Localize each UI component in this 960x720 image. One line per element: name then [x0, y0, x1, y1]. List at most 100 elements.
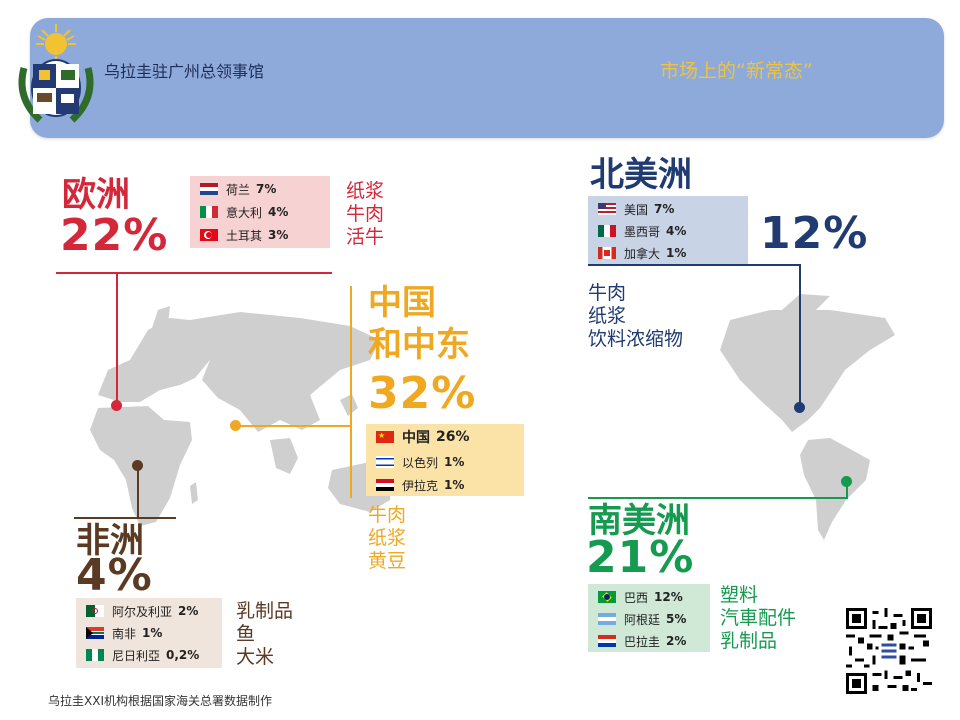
south-america-partners-box: 巴西 12% 阿根廷 5% 巴拉圭 2%	[588, 584, 710, 652]
iraq-flag-icon	[376, 479, 394, 491]
source-footnote: 乌拉圭XXI机构根据国家海关总署数据制作	[48, 694, 272, 708]
china-me-title-line2: 和中东	[368, 325, 470, 365]
europe-connector	[116, 272, 118, 404]
china-me-percentage: 32%	[368, 368, 477, 419]
partner-value: 3%	[268, 228, 289, 242]
partner-value: 7%	[256, 182, 277, 196]
partner-row: 土耳其 3%	[200, 224, 288, 246]
product-item: 纸浆	[368, 527, 407, 549]
north-america-products: 牛肉 纸浆 饮料浓缩物	[588, 282, 683, 351]
africa-connector	[137, 470, 139, 518]
south-africa-flag-icon	[86, 627, 104, 639]
partner-value: 4%	[268, 205, 289, 219]
europe-partners-box: 荷兰 7% 意大利 4% 土耳其 3%	[190, 176, 330, 248]
africa-dot	[132, 460, 143, 471]
partner-name: 以色列	[402, 455, 439, 470]
usa-flag-icon	[598, 203, 616, 215]
africa-partners-box: 阿尔及利亚 2% 南非 1% 尼日利亞 0,2%	[76, 598, 222, 668]
product-item: 鱼	[236, 623, 256, 645]
africa-percentage: 4%	[76, 550, 153, 601]
product-item: 纸浆	[346, 180, 385, 202]
brazil-flag-icon	[598, 591, 616, 603]
product-item: 乳制品	[236, 600, 294, 622]
partner-value: 1%	[666, 246, 687, 260]
partner-name: 墨西哥	[624, 224, 661, 239]
africa-products: 乳制品 鱼 大米	[236, 600, 293, 669]
canada-flag-icon	[598, 247, 616, 259]
israel-flag-icon	[376, 456, 394, 468]
paraguay-flag-icon	[598, 635, 616, 647]
north-america-percentage: 12%	[760, 208, 869, 259]
partner-value: 1%	[444, 455, 465, 469]
europe-dot	[111, 400, 122, 411]
product-item: 黄豆	[368, 550, 407, 572]
partner-name: 意大利	[226, 205, 263, 220]
partner-name: 巴拉圭	[624, 634, 661, 649]
partner-row: 美国 7%	[598, 198, 674, 220]
europe-divider	[56, 272, 332, 274]
china-me-connector	[236, 425, 350, 427]
consulate-name: 乌拉圭驻广州总领事馆	[104, 62, 265, 81]
partner-name: 加拿大	[624, 246, 661, 261]
partner-row: 墨西哥 4%	[598, 220, 686, 242]
partner-name: 土耳其	[226, 228, 263, 243]
turkey-flag-icon	[200, 229, 218, 241]
partner-name: 阿尔及利亚	[112, 604, 173, 619]
product-item: 牛肉	[346, 203, 385, 225]
north-america-connector	[799, 264, 801, 406]
north-america-dot	[794, 402, 805, 413]
africa-divider	[74, 517, 176, 519]
partner-name: 南非	[112, 626, 137, 641]
partner-row: 阿尔及利亚 2%	[86, 600, 198, 622]
north-america-title: 北美洲	[590, 155, 692, 195]
partner-value: 5%	[666, 612, 687, 626]
partner-row: 伊拉克 1%	[376, 474, 464, 496]
partner-name: 中国	[402, 430, 430, 446]
algeria-flag-icon	[86, 605, 104, 617]
china-me-partners-box: ★ 中国 26% 以色列 1% 伊拉克 1%	[366, 424, 524, 496]
mexico-flag-icon	[598, 225, 616, 237]
partner-value: 2%	[178, 604, 199, 618]
partner-row: 巴拉圭 2%	[598, 630, 686, 652]
partner-name: 伊拉克	[402, 478, 439, 493]
header-banner	[30, 18, 944, 138]
partner-value: 4%	[666, 224, 687, 238]
china-me-divider	[350, 286, 352, 498]
south-america-percentage: 21%	[586, 532, 695, 583]
partner-row: 南非 1%	[86, 622, 162, 644]
partner-name: 尼日利亞	[112, 648, 161, 663]
qr-code-icon[interactable]	[846, 608, 932, 694]
italy-flag-icon	[200, 206, 218, 218]
nigeria-flag-icon	[86, 649, 104, 661]
partner-name: 巴西	[624, 590, 649, 605]
product-item: 汽車配件	[720, 607, 797, 629]
europe-products: 纸浆 牛肉 活牛	[346, 180, 384, 249]
partner-value: 12%	[654, 590, 683, 604]
china-me-dot	[230, 420, 241, 431]
africa-title: 非洲	[76, 521, 144, 561]
product-item: 大米	[236, 646, 275, 668]
product-item: 纸浆	[588, 305, 627, 327]
north-america-partners-box: 美国 7% 墨西哥 4% 加拿大 1%	[588, 196, 748, 264]
partner-row: ★ 中国 26%	[376, 426, 470, 448]
china-flag-icon: ★	[376, 431, 394, 443]
header-slogan: 市场上的“新常态”	[660, 60, 813, 82]
europe-title: 欧洲	[62, 175, 130, 215]
world-map	[90, 294, 895, 540]
uruguay-coat-of-arms-icon	[18, 24, 94, 123]
partner-value: 2%	[666, 634, 687, 648]
europe-percentage: 22%	[60, 210, 169, 261]
partner-value: 1%	[444, 478, 465, 492]
partner-value: 26%	[436, 429, 470, 445]
argentina-flag-icon	[598, 613, 616, 625]
partner-value: 7%	[654, 202, 675, 216]
south-america-dot	[841, 476, 852, 487]
partner-row: 荷兰 7%	[200, 178, 276, 200]
partner-row: 加拿大 1%	[598, 242, 686, 264]
partner-row: 以色列 1%	[376, 451, 464, 473]
product-item: 塑料	[720, 584, 759, 606]
product-item: 乳制品	[720, 630, 778, 652]
product-item: 活牛	[346, 226, 385, 248]
partner-name: 荷兰	[226, 182, 251, 197]
partner-row: 巴西 12%	[598, 586, 683, 608]
